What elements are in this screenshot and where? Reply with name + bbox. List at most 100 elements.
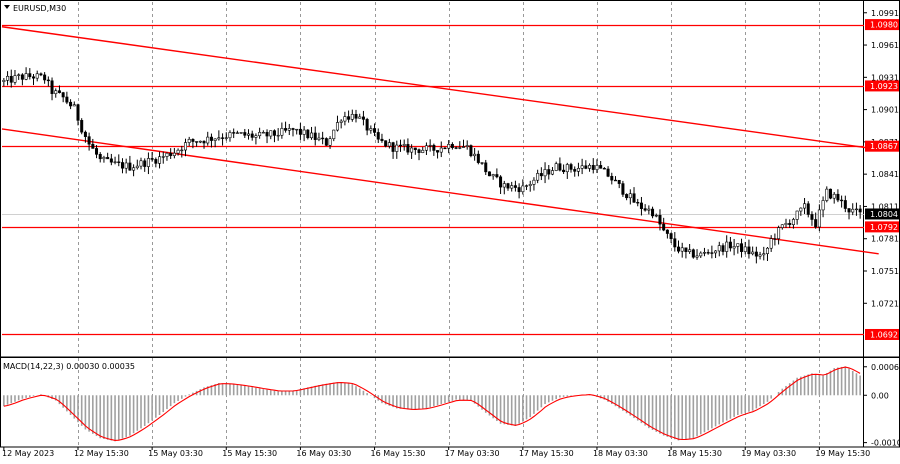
chart-titles: EURUSD,M30 MACD(14,22,3) 0.00030 0.00035	[3, 4, 135, 371]
candle-body	[191, 138, 195, 142]
candle-body	[673, 238, 677, 248]
trend-line	[1, 128, 879, 255]
candle-body	[447, 144, 451, 149]
candle-body	[502, 183, 506, 188]
candle-body	[651, 208, 655, 217]
candle-body	[387, 142, 391, 147]
candle-body	[228, 132, 232, 139]
candle-body	[373, 128, 377, 133]
candle-body	[146, 158, 150, 167]
trend-lines	[1, 26, 879, 255]
chart-frames	[0, 0, 900, 448]
candle-body	[254, 135, 258, 138]
candle-body	[487, 171, 491, 177]
candle-body	[803, 203, 807, 209]
candle-body	[287, 128, 291, 131]
candle-body	[480, 162, 484, 164]
candle-body	[224, 137, 228, 139]
candle-body	[113, 161, 117, 163]
candle-body	[628, 193, 632, 199]
candle-body	[291, 128, 295, 130]
candle-body	[298, 128, 302, 135]
candle-body	[139, 160, 143, 167]
candle-body	[836, 193, 840, 201]
candle-body	[332, 129, 336, 139]
candle-body	[773, 238, 777, 240]
candle-body	[76, 104, 80, 121]
candle-body	[235, 132, 239, 134]
candle-body	[61, 92, 65, 98]
candle-body	[714, 250, 718, 254]
candle-body	[295, 128, 299, 131]
candle-body	[817, 209, 821, 228]
candle-body	[669, 233, 673, 240]
candle-body	[710, 252, 714, 254]
candle-body	[565, 164, 569, 173]
candle-body	[358, 116, 362, 119]
candle-body	[350, 114, 354, 120]
candle-body	[662, 223, 666, 231]
candle-body	[354, 114, 358, 119]
level-tag-label: 1.0923	[870, 82, 898, 91]
candle-body	[825, 188, 829, 201]
candle-body	[239, 132, 243, 134]
candle-body	[543, 169, 547, 177]
price-axis: 1.09911.09611.09311.09011.08711.08411.08…	[864, 9, 900, 448]
candle-body	[28, 73, 32, 78]
candle-body	[632, 193, 636, 203]
candlesticks	[2, 67, 862, 264]
candle-body	[9, 75, 13, 83]
candle-body	[313, 132, 317, 140]
candle-body	[562, 169, 566, 173]
main-chart-title: EURUSD,M30	[13, 4, 66, 13]
candle-body	[347, 116, 351, 120]
candle-body	[528, 184, 532, 186]
candle-body	[410, 147, 414, 153]
candle-body	[102, 157, 106, 160]
candle-body	[109, 158, 113, 163]
candle-body	[762, 253, 766, 256]
candle-body	[213, 138, 217, 141]
candle-body	[135, 165, 139, 169]
candle-body	[221, 137, 225, 139]
candle-body	[343, 116, 347, 122]
candle-body	[43, 74, 47, 81]
candle-body	[417, 149, 421, 153]
candle-body	[469, 145, 473, 157]
candle-body	[658, 214, 662, 225]
candle-body	[317, 137, 321, 140]
candle-body	[69, 101, 73, 107]
candle-body	[476, 153, 480, 163]
candle-body	[365, 119, 369, 131]
candle-body	[395, 144, 399, 152]
time-label: 12 May 15:30	[74, 449, 129, 458]
candle-body	[506, 183, 510, 189]
current-price-label: 1.0804	[870, 210, 898, 219]
candle-body	[828, 188, 832, 199]
candle-body	[380, 138, 384, 141]
candle-body	[50, 80, 54, 94]
candle-body	[695, 255, 699, 258]
price-tick-label: 1.0721	[871, 299, 899, 308]
candle-body	[339, 120, 343, 123]
candle-body	[747, 246, 751, 255]
price-tick-label: 1.0751	[871, 267, 899, 276]
candle-body	[250, 133, 254, 138]
candle-body	[784, 223, 788, 226]
candle-body	[639, 202, 643, 209]
candle-body	[232, 132, 236, 134]
candle-body	[743, 246, 747, 252]
candle-body	[20, 74, 24, 80]
macd-title: MACD(14,22,3) 0.00030 0.00035	[3, 362, 135, 371]
candle-body	[165, 152, 169, 157]
dropdown-triangle-icon[interactable]	[4, 5, 10, 9]
candle-body	[158, 156, 162, 164]
candle-body	[613, 179, 617, 182]
candle-body	[721, 245, 725, 252]
candle-body	[13, 75, 17, 83]
candle-body	[599, 165, 603, 169]
candle-body	[261, 132, 265, 134]
candle-body	[617, 179, 621, 184]
